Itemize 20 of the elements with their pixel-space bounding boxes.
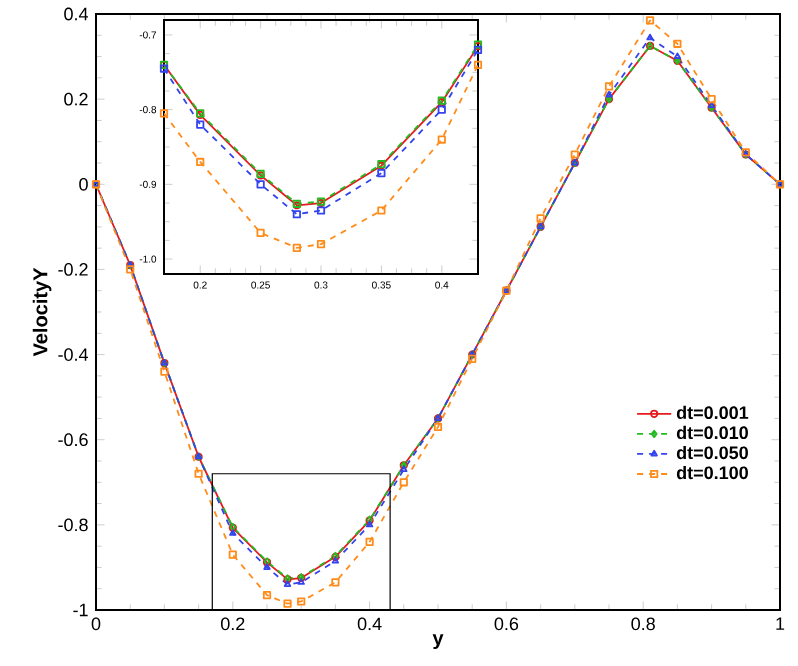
y-tick-label: 0.2 — [64, 92, 88, 106]
y-tick-label: -1 — [73, 603, 88, 617]
legend-label: dt=0.001 — [676, 405, 749, 420]
x-tick-label: 0.6 — [494, 617, 519, 631]
x-tick-label: 0.2 — [220, 617, 245, 631]
x-tick-label: 0.8 — [631, 617, 655, 631]
y-axis-title: VelocityY — [32, 267, 52, 357]
legend-label: dt=0.100 — [676, 465, 748, 480]
y-tick-label: -0.8 — [58, 518, 88, 532]
y-tick-label: -0.2 — [58, 263, 88, 276]
y-tick-label: -0.6 — [58, 433, 88, 447]
x-tick-label: 1 — [776, 617, 785, 630]
y-tick-label: 0 — [79, 177, 88, 191]
x-axis-title: y — [432, 634, 444, 650]
legend-label: dt=0.050 — [676, 445, 748, 460]
x-tick-label: 0.4 — [357, 617, 382, 631]
x-tick-label: 0 — [91, 617, 101, 631]
legend-label: dt=0.010 — [676, 425, 748, 440]
y-tick-label: -0.4 — [58, 348, 88, 361]
y-tick-label: 0.4 — [64, 7, 88, 21]
